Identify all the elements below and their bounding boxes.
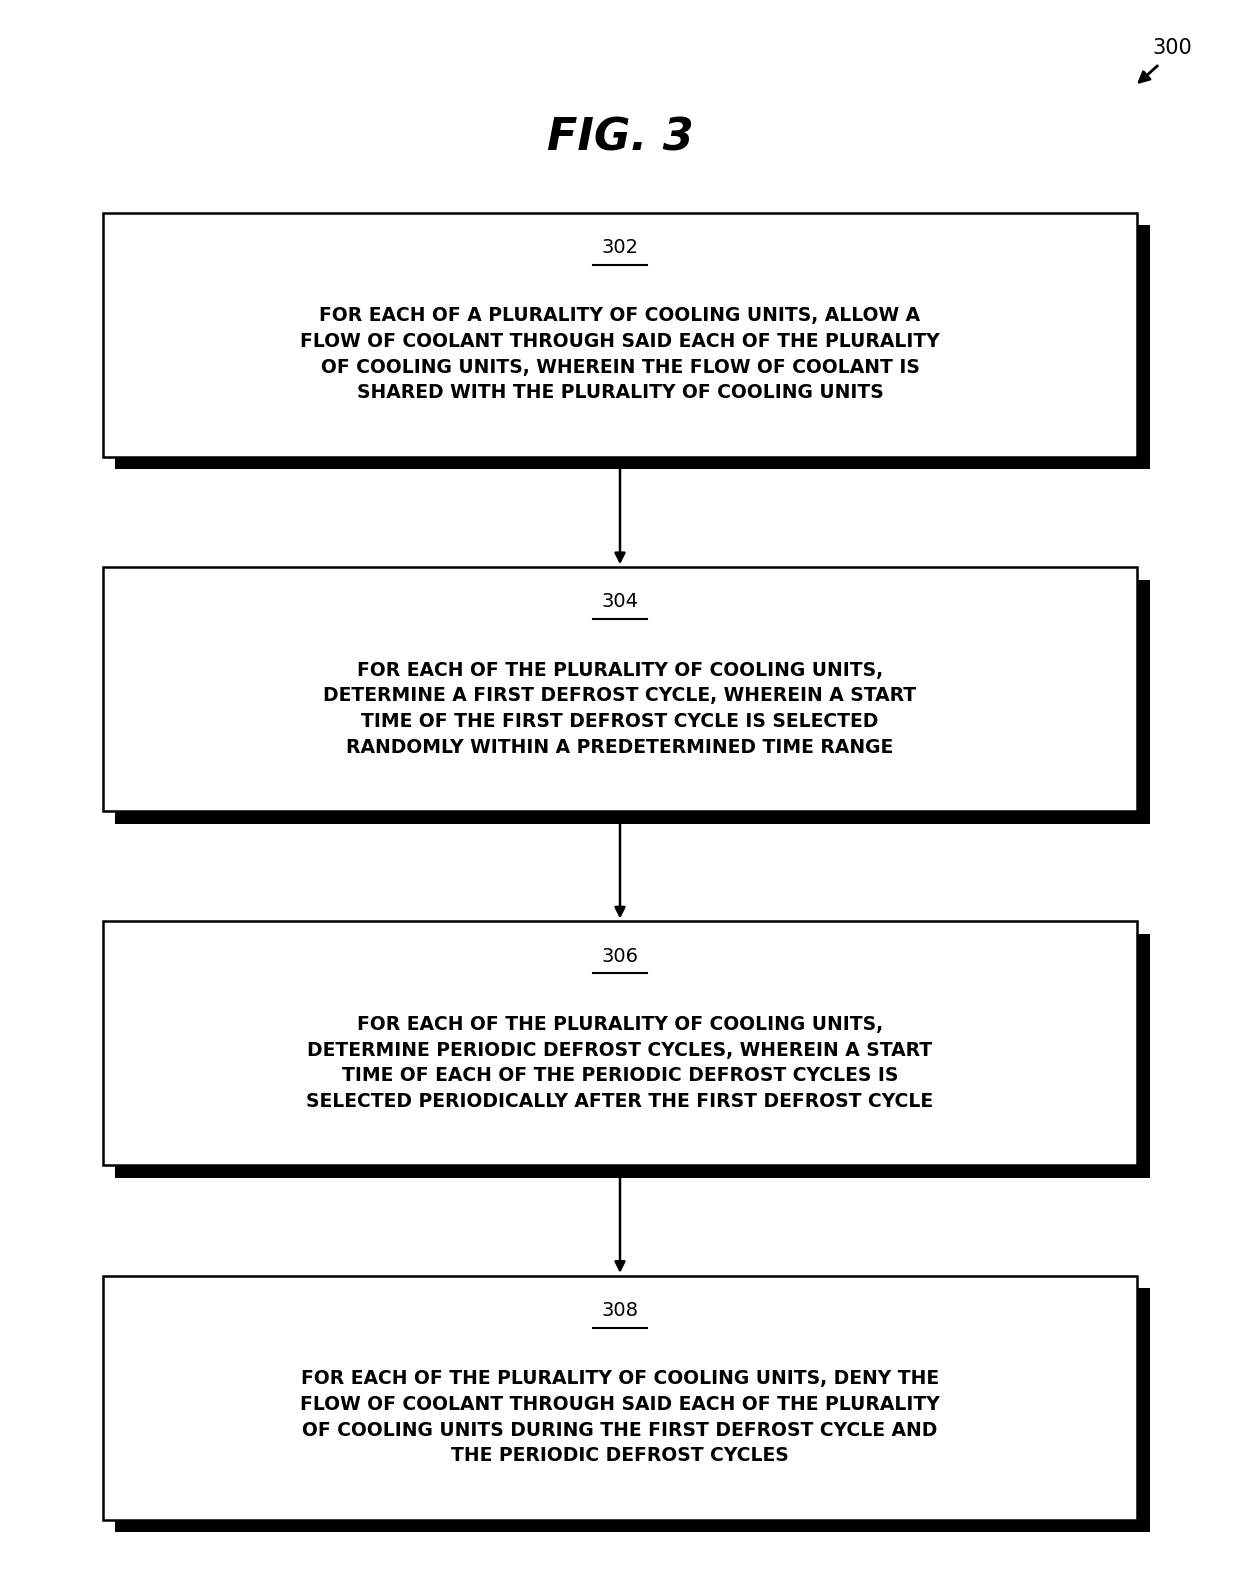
Bar (115, 1289, 1149, 1532)
Text: FOR EACH OF THE PLURALITY OF COOLING UNITS,
DETERMINE A FIRST DEFROST CYCLE, WHE: FOR EACH OF THE PLURALITY OF COOLING UNI… (324, 660, 916, 757)
Text: FIG. 3: FIG. 3 (547, 117, 693, 160)
Bar (115, 934, 1149, 1178)
Text: 308: 308 (601, 1301, 639, 1320)
Text: 300: 300 (1152, 38, 1192, 59)
Text: 304: 304 (601, 592, 639, 611)
Bar (115, 225, 1149, 470)
Bar (115, 579, 1149, 823)
Bar (103, 1276, 1137, 1520)
Text: FOR EACH OF THE PLURALITY OF COOLING UNITS, DENY THE
FLOW OF COOLANT THROUGH SAI: FOR EACH OF THE PLURALITY OF COOLING UNI… (300, 1369, 940, 1466)
Text: FOR EACH OF THE PLURALITY OF COOLING UNITS,
DETERMINE PERIODIC DEFROST CYCLES, W: FOR EACH OF THE PLURALITY OF COOLING UNI… (306, 1015, 934, 1111)
Bar (103, 212, 1137, 457)
Bar (103, 921, 1137, 1165)
Text: 302: 302 (601, 237, 639, 256)
Text: FOR EACH OF A PLURALITY OF COOLING UNITS, ALLOW A
FLOW OF COOLANT THROUGH SAID E: FOR EACH OF A PLURALITY OF COOLING UNITS… (300, 306, 940, 402)
Bar (103, 567, 1137, 810)
Text: 306: 306 (601, 947, 639, 966)
